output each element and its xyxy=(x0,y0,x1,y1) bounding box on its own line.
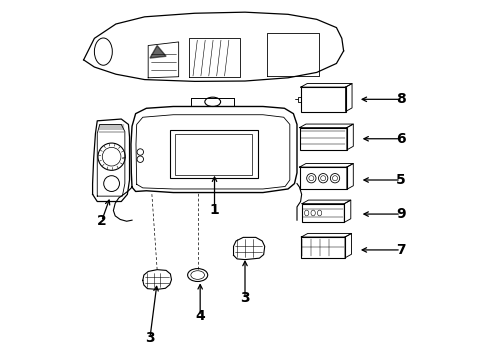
Text: 1: 1 xyxy=(210,203,220,217)
Text: 8: 8 xyxy=(396,92,406,106)
Text: 4: 4 xyxy=(196,309,205,323)
Text: 3: 3 xyxy=(145,331,155,345)
Bar xyxy=(299,128,347,150)
Text: 3: 3 xyxy=(240,291,250,305)
Text: 7: 7 xyxy=(396,243,406,257)
Polygon shape xyxy=(150,45,166,58)
Bar xyxy=(299,167,347,189)
Bar xyxy=(301,237,345,258)
Bar xyxy=(170,130,258,178)
Text: 9: 9 xyxy=(396,207,406,221)
Text: 2: 2 xyxy=(97,214,106,228)
Text: 6: 6 xyxy=(396,132,406,146)
Bar xyxy=(301,87,345,112)
Bar xyxy=(175,134,252,175)
Text: 5: 5 xyxy=(396,173,406,187)
Bar xyxy=(302,204,344,222)
